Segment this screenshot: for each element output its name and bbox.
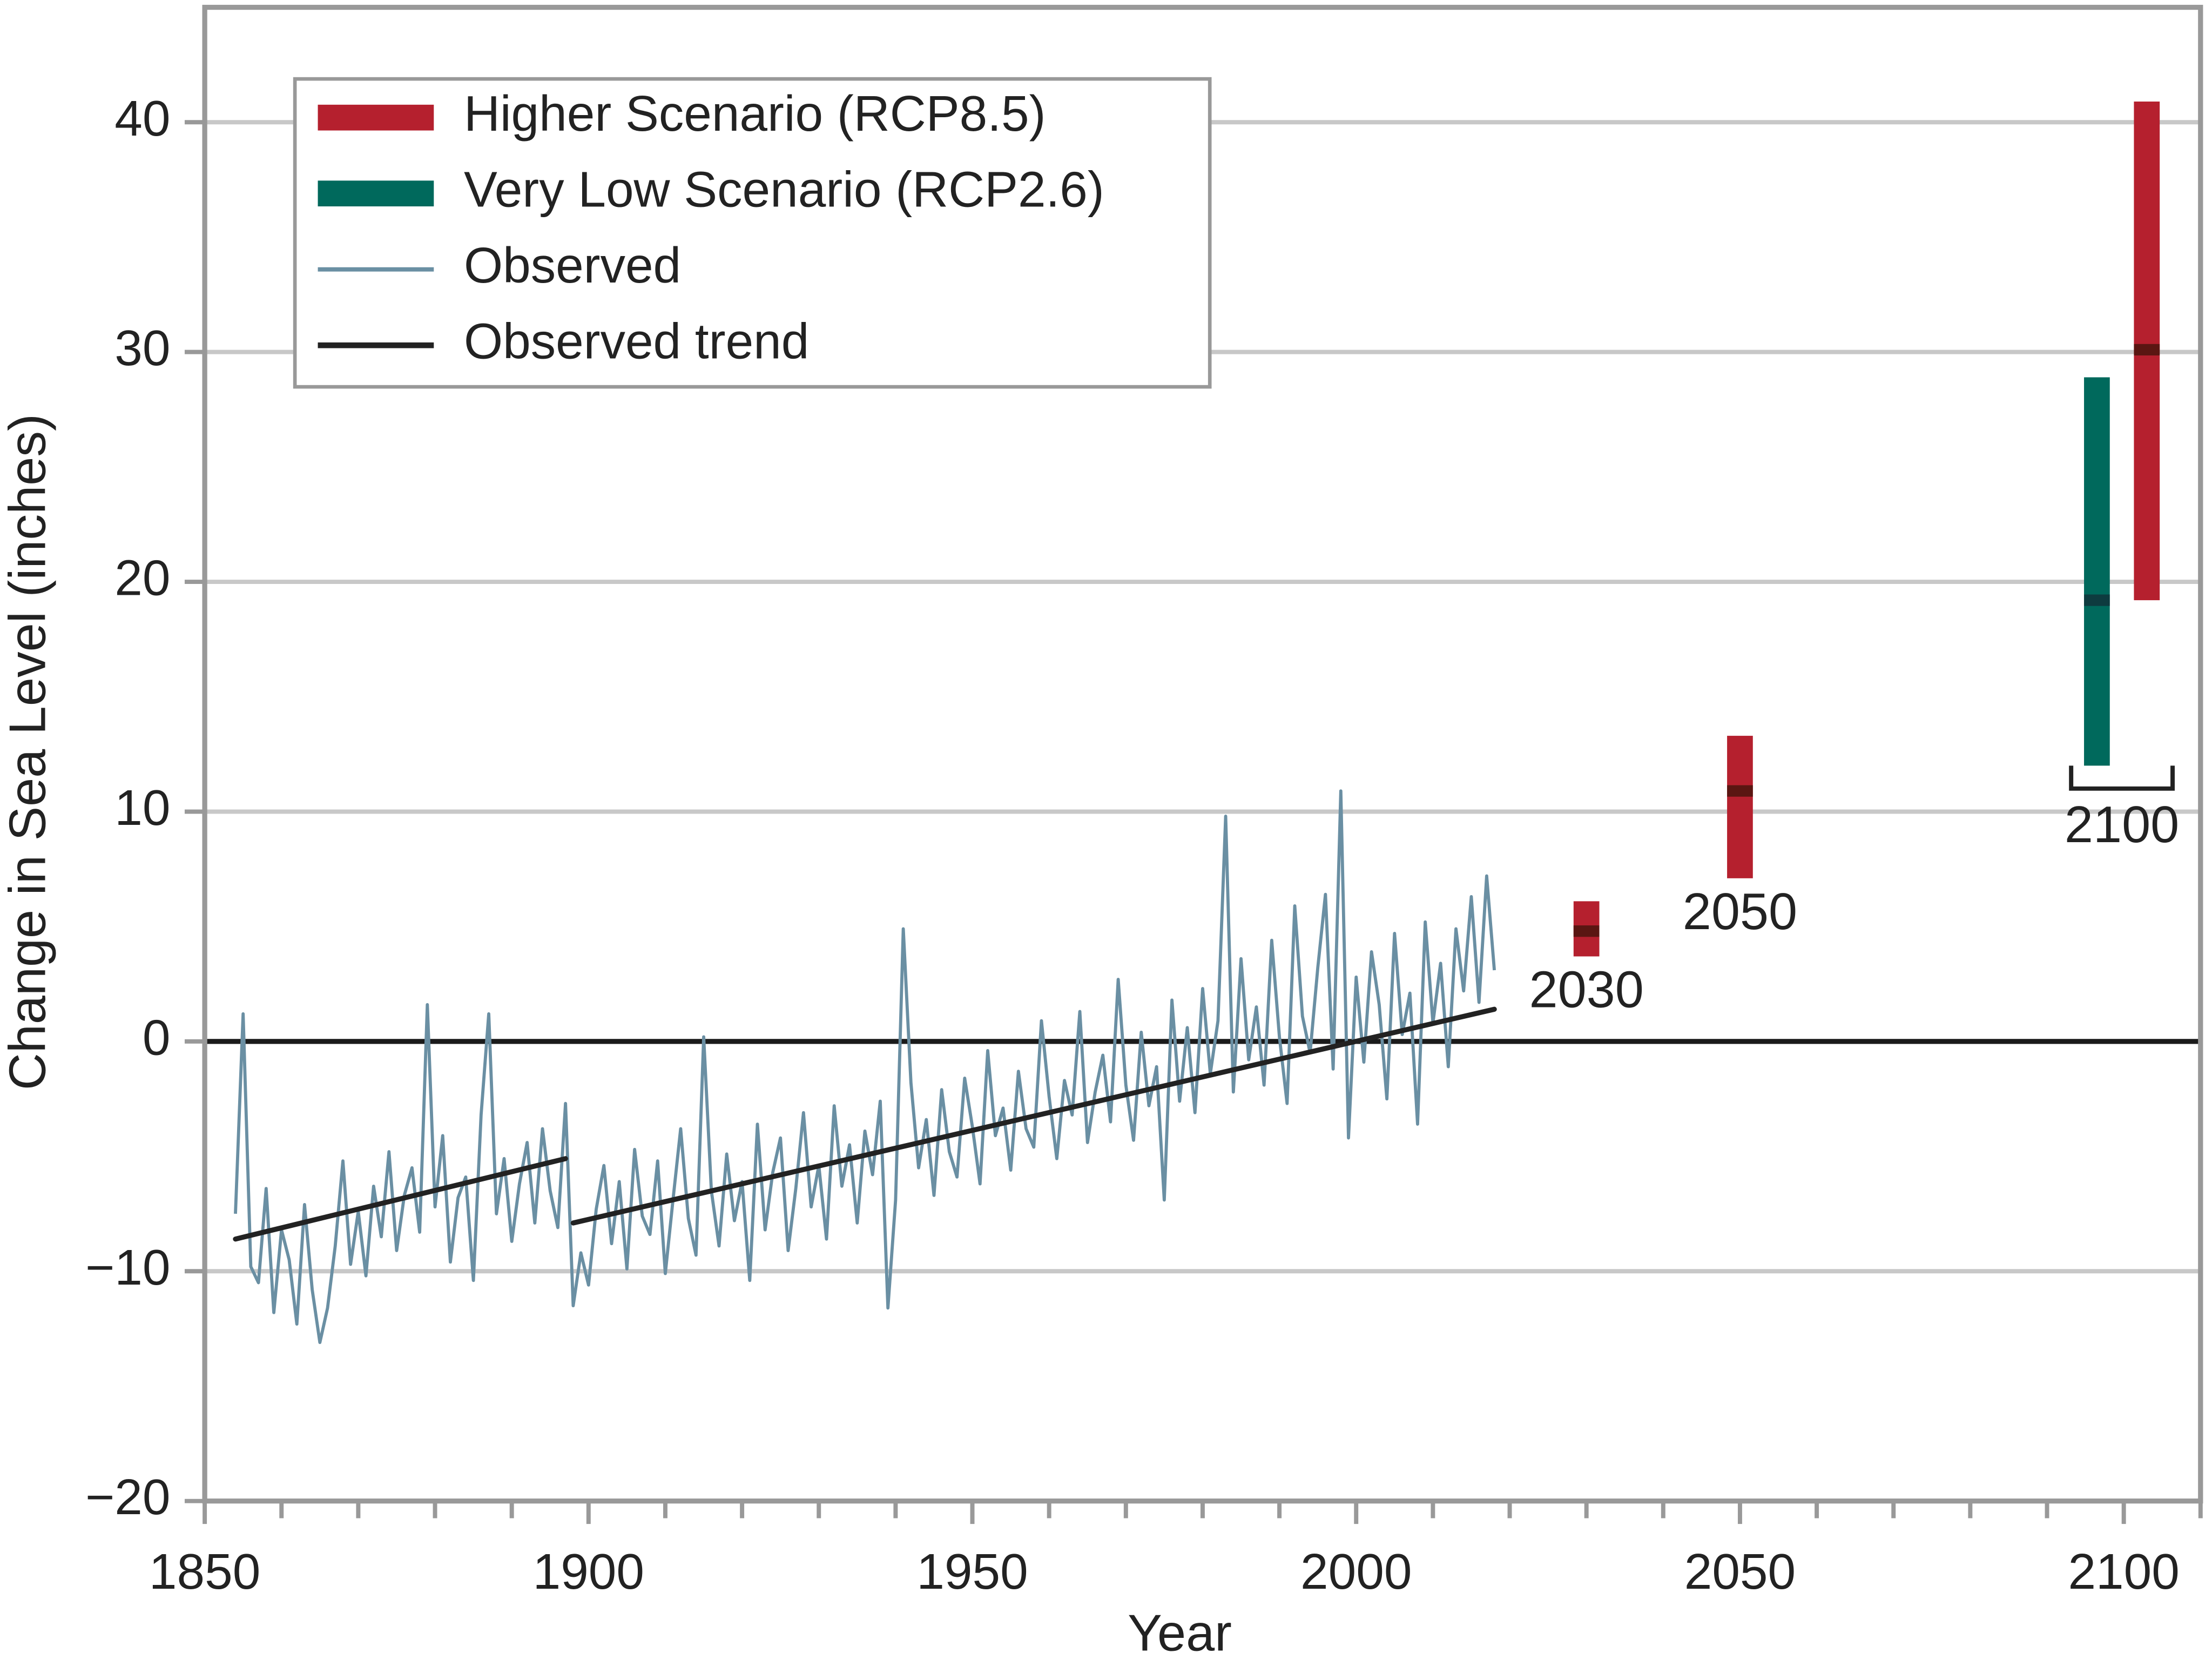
legend-label: Higher Scenario (RCP8.5) xyxy=(464,85,1046,142)
x-axis-title: Year xyxy=(1128,1605,1232,1653)
legend-swatch xyxy=(318,180,434,207)
y-axis-title: Change in Sea Level (inches) xyxy=(0,414,57,1090)
projection-median xyxy=(2084,594,2110,606)
y-tick-label: 40 xyxy=(114,90,170,146)
observed-line xyxy=(234,789,1496,1345)
x-tick-label: 1950 xyxy=(916,1543,1028,1600)
x-tick-label: 2100 xyxy=(2068,1543,2179,1600)
legend-swatch xyxy=(318,267,434,272)
y-tick-label: −10 xyxy=(85,1239,170,1295)
trend-line xyxy=(570,1006,1497,1226)
y-tick-label: 20 xyxy=(114,550,170,606)
legend-swatch xyxy=(318,342,434,348)
plot-frame xyxy=(202,4,2203,1504)
year-annotation: 2100 xyxy=(2065,796,2179,854)
plot-area: 2030 2050 2100 xyxy=(233,101,2179,1345)
projection-median xyxy=(1573,925,1600,937)
legend-label: Observed xyxy=(464,237,681,293)
y-tick-label: −20 xyxy=(85,1469,170,1525)
projection-median xyxy=(1727,785,1753,797)
projection-median xyxy=(2134,344,2160,356)
y-tick-label: 0 xyxy=(143,1009,171,1065)
legend-label: Very Low Scenario (RCP2.6) xyxy=(464,162,1104,218)
y-tick-label: 30 xyxy=(114,320,170,376)
legend: Higher Scenario (RCP8.5) Very Low Scenari… xyxy=(293,77,1212,389)
x-tick-label: 1900 xyxy=(533,1543,644,1600)
projection-range xyxy=(2084,377,2110,766)
bracket xyxy=(2069,765,2175,791)
year-annotation: 2050 xyxy=(1683,883,1797,940)
y-tick-label: 10 xyxy=(114,780,170,836)
x-tick-label: 1850 xyxy=(149,1543,260,1600)
legend-box xyxy=(293,77,1212,389)
trend-line xyxy=(233,1156,568,1242)
projection-range xyxy=(1727,736,1753,878)
x-tick-label: 2000 xyxy=(1300,1543,1412,1600)
legend-label: Observed trend xyxy=(464,313,809,369)
x-tick-label: 2050 xyxy=(1684,1543,1796,1600)
year-annotation: 2030 xyxy=(1529,962,1644,1019)
legend-swatch xyxy=(318,104,434,131)
